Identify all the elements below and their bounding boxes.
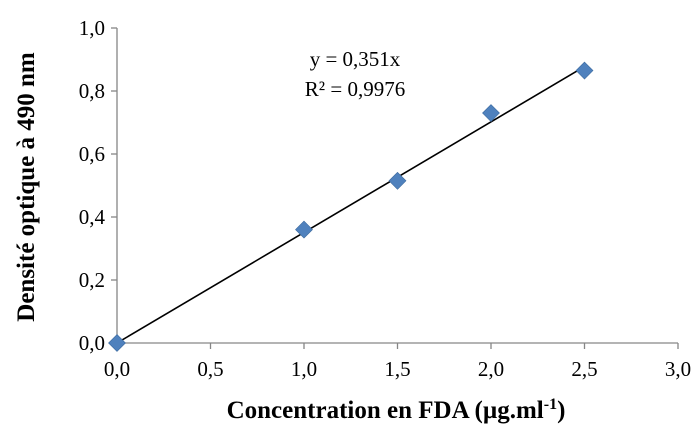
- x-tick-label: 2,0: [478, 357, 504, 381]
- y-tick-label: 0,0: [79, 331, 105, 355]
- data-point-marker: [108, 334, 126, 352]
- r-squared-label: R² = 0,9976: [305, 77, 405, 101]
- axes: [111, 27, 679, 349]
- x-tick-label: 3,0: [665, 357, 691, 381]
- trendline-layer: [116, 65, 585, 344]
- x-axis-title: Concentration en FDA (µg.ml-1): [227, 396, 566, 424]
- x-tick-label: 2,5: [571, 357, 597, 381]
- y-tick-label: 0,4: [79, 205, 106, 229]
- y-tick-label: 1,0: [79, 16, 105, 40]
- data-point-marker: [295, 220, 313, 239]
- x-tick-label: 1,5: [384, 357, 410, 381]
- tick-labels: 0,0 0,2 0,4 0,6 0,8 1,0 0,0 0,5 1,0 1,5 2,0 2,5 3,0: [79, 16, 691, 381]
- trendline-equation: y = 0,351x: [310, 47, 401, 71]
- y-tick-label: 0,8: [79, 79, 105, 103]
- y-tick-label: 0,6: [79, 142, 105, 166]
- data-point-marker: [482, 104, 500, 122]
- x-tick-label: 0,5: [197, 357, 223, 381]
- data-points: [108, 61, 594, 352]
- x-tick-label: 1,0: [291, 357, 317, 381]
- data-point-marker: [388, 171, 407, 190]
- linear-trendline: [116, 65, 585, 344]
- y-axis-title: Densité optique à 490 nm: [13, 52, 40, 322]
- x-axis-title-superscript: -1: [544, 396, 557, 413]
- y-tick-label: 0,2: [79, 268, 105, 292]
- data-point-marker: [575, 61, 594, 80]
- x-tick-label: 0,0: [104, 357, 130, 381]
- x-axis-title-end: ): [557, 397, 565, 424]
- x-axis-title-main: Concentration en FDA (µg.ml: [227, 397, 544, 424]
